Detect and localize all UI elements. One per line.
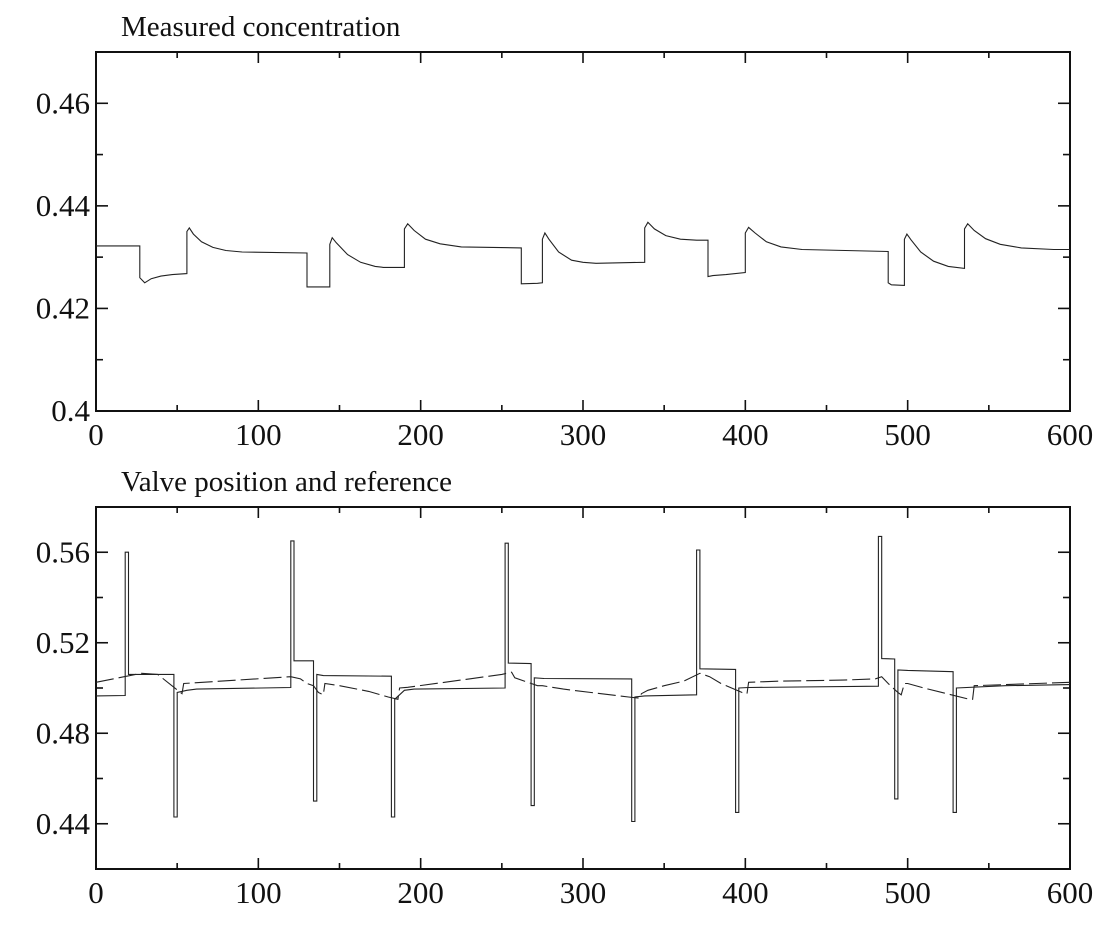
y-tick-label: 0.44 <box>36 806 91 841</box>
x-tick-label: 100 <box>235 417 282 452</box>
y-tick-label: 0.48 <box>36 715 90 750</box>
x-tick-label: 300 <box>560 417 607 452</box>
x-tick-label: 500 <box>884 875 931 910</box>
x-tick-label: 200 <box>397 875 444 910</box>
y-tick-label: 0.56 <box>36 534 90 569</box>
concentration-line <box>96 221 1070 288</box>
x-tick-label: 0 <box>88 875 104 910</box>
x-tick-label: 200 <box>397 417 444 452</box>
reference-line <box>95 671 1071 700</box>
y-tick-label: 0.46 <box>36 85 90 120</box>
plot-frame <box>95 51 1071 412</box>
x-tick-label: 600 <box>1047 417 1094 452</box>
x-tick-label: 400 <box>722 417 769 452</box>
concentration-chart: Measured concentration 0 100 200 300 400 500 6… <box>36 11 1094 452</box>
x-tick-label: 600 <box>1047 875 1094 910</box>
chart-title: Valve position and reference <box>121 466 452 498</box>
valve-chart: Valve position and reference 0 100 200 300 4… <box>36 466 1094 910</box>
x-tick-label: 500 <box>884 417 931 452</box>
y-tick-label: 0.44 <box>36 188 91 223</box>
x-tick-label: 100 <box>235 875 282 910</box>
valve-position-line <box>95 535 1071 823</box>
x-tick-label: 400 <box>722 875 769 910</box>
x-tick-label: 0 <box>88 417 104 452</box>
y-tick-label: 0.42 <box>36 290 90 325</box>
y-tick-label: 0.52 <box>36 625 90 660</box>
x-tick-label: 300 <box>560 875 607 910</box>
chart-title: Measured concentration <box>121 11 401 43</box>
y-tick-label: 0.4 <box>51 393 90 428</box>
